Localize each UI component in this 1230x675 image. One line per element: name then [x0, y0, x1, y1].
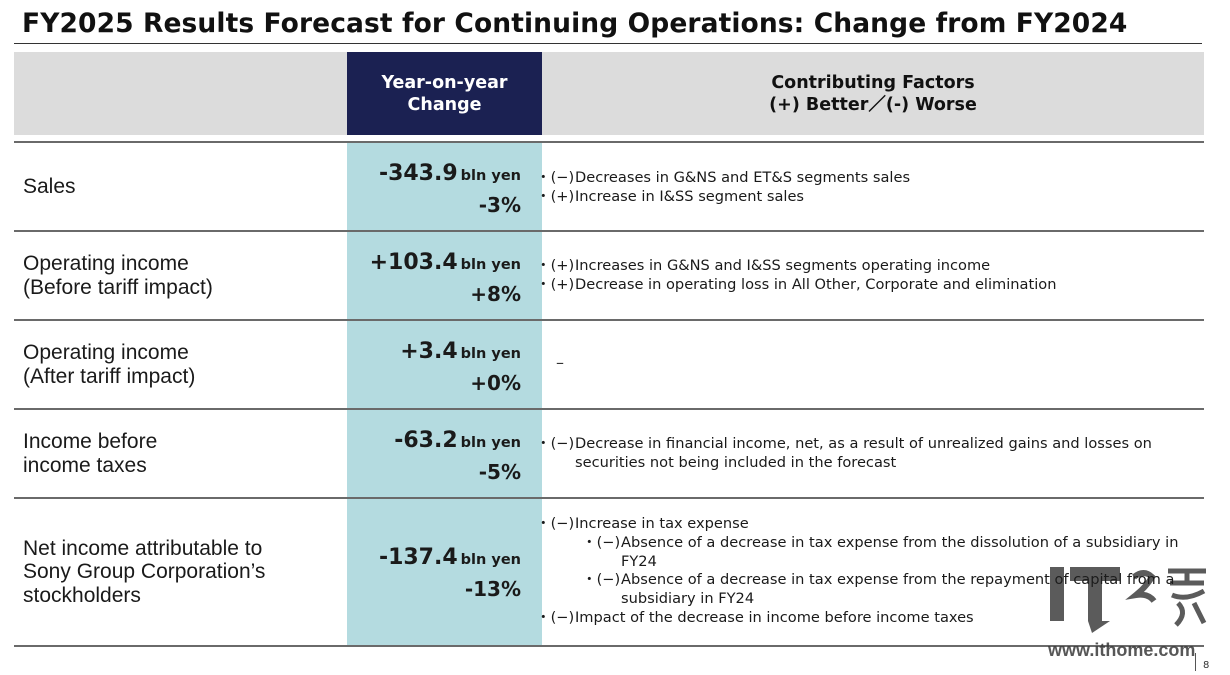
table-row-operating-income-after-tariff: Operating income (After tariff impact): [14, 321, 1204, 408]
value-unit: bln yen: [460, 552, 521, 568]
row-label: Operating income (After tariff impact): [23, 321, 343, 408]
factor-bullet: ・(−): [536, 515, 575, 532]
factor-text: Increase in I&SS segment sales: [575, 187, 805, 205]
value-amount: -343.9: [378, 161, 458, 186]
factor-text: Impact of the decrease in income before …: [575, 608, 974, 626]
row-label: Sales: [23, 143, 343, 230]
row-divider: [14, 230, 1204, 232]
row-divider: [14, 319, 1204, 321]
table-row-operating-income-before-tariff: Operating income (Before tariff impact): [14, 232, 1204, 319]
no-factors-dash: –: [556, 353, 564, 372]
value-percent: -13%: [464, 577, 521, 601]
yoy-value-column: [347, 143, 542, 646]
yoy-header-line2: Change: [407, 94, 482, 115]
value-percent: -3%: [478, 193, 521, 217]
yoy-value-operating-income-after-tariff: +3.4 bln yen +0%: [333, 337, 521, 397]
yoy-value-net-income: -137.4 bln yen -13%: [333, 543, 521, 603]
factor-bullet: ・(−): [536, 608, 575, 626]
factors-operating-income-before-tariff: ・(+) Increases in G&NS and I&SS segments …: [536, 257, 1188, 295]
factor-item: ・(−) Decreases in G&NS and ET&S segments …: [536, 169, 1188, 188]
factor-subitem: ・(−) Absence of a decrease in tax expense…: [536, 534, 1188, 572]
table-row-net-income: Net income attributable to Sony Group Co…: [14, 499, 1204, 645]
factor-item: ・(−) Impact of the decrease in income bef…: [536, 609, 1188, 628]
value-unit: bln yen: [460, 346, 521, 362]
value-unit: bln yen: [460, 435, 521, 451]
row-label-line2: (After tariff impact): [23, 364, 196, 388]
row-label-line2: Sony Group Corporation’s: [23, 560, 266, 584]
row-label-line1: Sales: [23, 174, 76, 198]
factors-sales: ・(−) Decreases in G&NS and ET&S segments …: [536, 169, 1188, 207]
page-number: 8: [1203, 660, 1210, 671]
row-label-line2: income taxes: [23, 453, 147, 477]
row-label-line2: (Before tariff impact): [23, 275, 213, 299]
factors-income-before-taxes: ・(−) Decrease in financial income, net, a…: [536, 435, 1188, 473]
row-divider: [14, 497, 1204, 499]
table-row-sales: Sales: [14, 143, 1204, 230]
yoy-value-income-before-taxes: -63.2 bln yen -5%: [333, 426, 521, 486]
factor-text: Increase in tax expense: [575, 515, 749, 532]
factor-text: Decreases in G&NS and ET&S segments sale…: [575, 169, 911, 186]
value-amount: +103.4: [369, 250, 458, 275]
row-label-line1: Income before: [23, 430, 158, 453]
factor-item: ・(+) Decrease in operating loss in All Ot…: [536, 276, 1188, 295]
factor-text: Decrease in financial income, net, as a …: [575, 435, 1152, 471]
factor-bullet: ・(+): [536, 275, 575, 293]
yoy-header-line1: Year-on-year: [381, 72, 508, 93]
factor-text: Absence of a decrease in tax expense fro…: [621, 571, 1175, 608]
factor-item: ・(+) Increase in I&SS segment sales: [536, 188, 1188, 207]
factors-header-line2: (+) Better／(-) Worse: [769, 94, 977, 115]
factor-item: ・(+) Increases in G&NS and I&SS segments …: [536, 257, 1188, 276]
row-divider: [14, 408, 1204, 410]
row-divider: [14, 141, 1204, 143]
table-row-income-before-taxes: Income before income taxes: [14, 410, 1204, 497]
value-percent: +0%: [470, 371, 521, 395]
value-amount: -63.2: [394, 428, 458, 453]
page-title: FY2025 Results Forecast for Continuing O…: [22, 8, 1128, 39]
contributing-factors-header: Contributing Factors (+) Better／(-) Wors…: [542, 52, 1204, 135]
factor-bullet: ・(−): [536, 435, 575, 452]
factor-bullet: ・(+): [536, 257, 575, 274]
value-amount: +3.4: [400, 339, 458, 364]
factor-subitem: ・(−) Absence of a decrease in tax expense…: [536, 571, 1188, 609]
value-unit: bln yen: [460, 168, 521, 184]
row-label-line3: stockholders: [23, 583, 141, 607]
factor-bullet: ・(−): [536, 169, 575, 186]
ithome-logo-icon: [1050, 567, 1207, 633]
factor-bullet: ・(+): [536, 187, 575, 205]
factor-text: Absence of a decrease in tax expense fro…: [621, 533, 1179, 570]
yoy-value-sales: -343.9 bln yen -3%: [333, 159, 521, 219]
page-number-rule: [1195, 653, 1196, 671]
table-header-band: [14, 52, 1204, 135]
row-label-line1: Operating income: [23, 341, 189, 364]
row-divider: [14, 645, 1204, 647]
row-label-line1: Net income attributable to: [23, 536, 263, 560]
yoy-value-operating-income-before-tariff: +103.4 bln yen +8%: [333, 248, 521, 308]
row-label: Operating income (Before tariff impact): [23, 232, 343, 319]
factor-item: ・(−) Increase in tax expense: [536, 515, 1188, 534]
yoy-change-header: Year-on-year Change: [347, 52, 542, 135]
factor-text: Decrease in operating loss in All Other,…: [575, 275, 1057, 293]
factors-header-line1: Contributing Factors: [771, 72, 975, 93]
factor-bullet: ・(−): [582, 533, 621, 551]
value-unit: bln yen: [460, 257, 521, 273]
value-percent: +8%: [470, 282, 521, 306]
value-percent: -5%: [478, 460, 521, 484]
row-label: Net income attributable to Sony Group Co…: [23, 499, 343, 645]
factor-bullet: ・(−): [582, 571, 621, 589]
factor-text: Increases in G&NS and I&SS segments oper…: [575, 257, 991, 274]
row-label-line1: Operating income: [23, 252, 189, 275]
row-label: Income before income taxes: [23, 410, 343, 497]
factors-net-income: ・(−) Increase in tax expense ・(−) Absence …: [536, 515, 1188, 628]
watermark-url: www.ithome.com: [1048, 640, 1196, 660]
factor-item: ・(−) Decrease in financial income, net, a…: [536, 435, 1188, 473]
title-underline: [14, 43, 1202, 44]
value-amount: -137.4: [378, 545, 458, 570]
